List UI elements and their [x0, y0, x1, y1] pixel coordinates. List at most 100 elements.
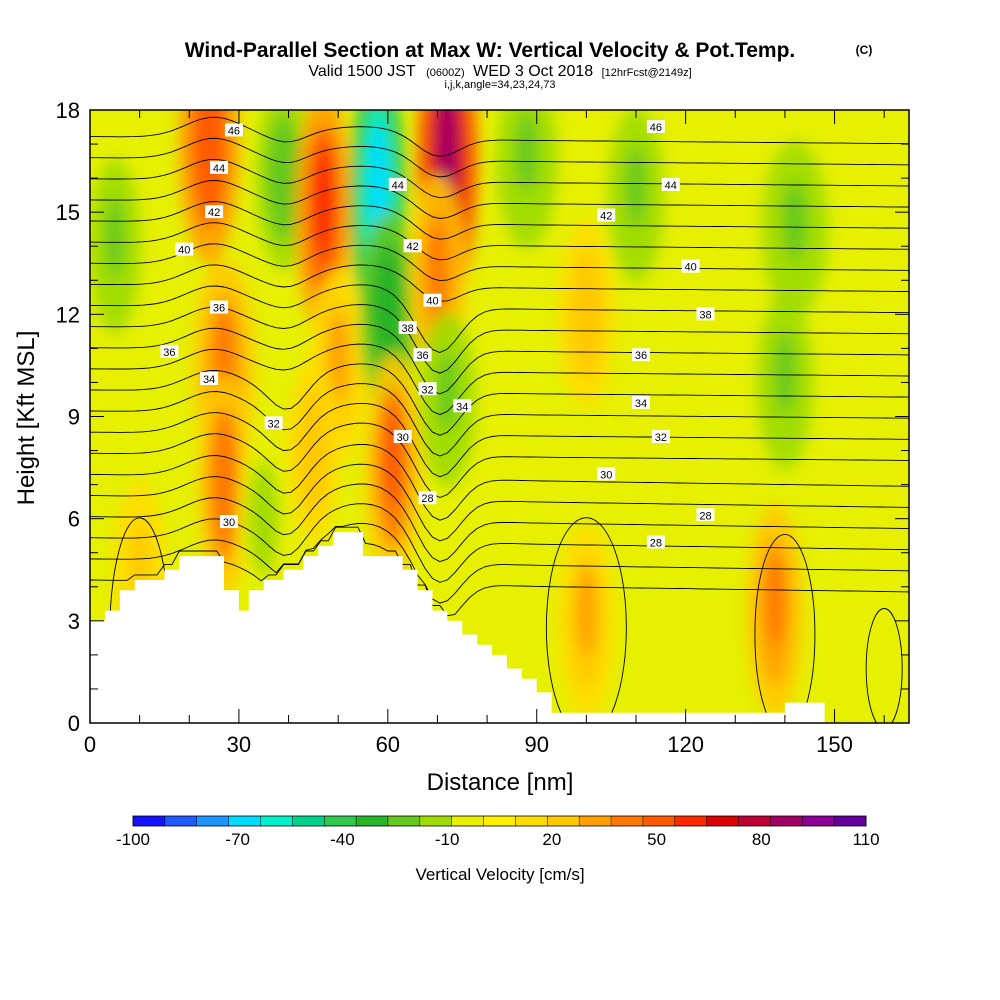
contour-label: 46	[646, 120, 665, 134]
contour-label: 40	[681, 259, 700, 274]
velocity-feature-core	[576, 567, 597, 655]
contour-label-text: 30	[397, 432, 409, 444]
theta-contour-line	[90, 444, 909, 521]
contour-label-text: 36	[213, 303, 225, 315]
theta-contour-loop	[865, 608, 903, 723]
colorbar-swatch	[547, 816, 580, 826]
colorbar-swatch	[260, 816, 293, 826]
velocity-field	[90, 110, 829, 718]
colorbar-swatch	[228, 816, 261, 826]
contour-label-bg	[661, 177, 680, 191]
colorbar-tick-label: 20	[542, 830, 561, 849]
contour-label-text: 36	[163, 347, 175, 359]
contour-label: 38	[696, 307, 715, 321]
contour-label-bg	[453, 399, 472, 413]
theta-contour-line	[90, 243, 909, 282]
contour-label-text: 28	[699, 510, 711, 522]
contour-label-text: 30	[600, 469, 612, 481]
contour-label-text: 30	[223, 517, 235, 529]
contour-label-bg	[175, 242, 194, 256]
y-tick-label: 15	[56, 200, 80, 225]
theta-contour-line	[90, 343, 909, 416]
contour-label-text: 42	[600, 211, 612, 223]
contour-label-text: 34	[456, 401, 468, 413]
y-tick-label: 12	[56, 302, 80, 327]
contour-label-text: 34	[203, 374, 215, 386]
contour-label: 42	[403, 239, 422, 253]
colorbar-swatch	[196, 816, 230, 826]
contour-labels: 46 44 42 40 36 36 34 32 30 44 42 40 38 36 32 34 30 28 46 44…	[160, 120, 715, 550]
contour-label-text: 36	[416, 350, 428, 362]
theta-contour-line	[90, 137, 909, 178]
theta-contour-line	[90, 116, 909, 157]
colorbar-swatch	[834, 816, 867, 826]
contour-label-bg	[423, 293, 442, 307]
x-tick-label: 0	[84, 732, 96, 757]
contour-label-bg	[388, 177, 407, 191]
contour-label-bg	[219, 515, 238, 529]
contour-label-bg	[200, 372, 219, 386]
theta-contour-line	[90, 180, 909, 219]
contour-label-bg	[418, 491, 437, 505]
contour-label-text: 32	[655, 432, 667, 444]
y-tick-label: 6	[68, 507, 80, 532]
theta-contour-line	[90, 402, 909, 478]
theta-contour-line	[90, 523, 909, 604]
contour-label: 30	[393, 429, 412, 444]
terrain-mask	[90, 532, 825, 723]
colorbar-swatch	[387, 816, 421, 826]
contour-label: 44	[661, 177, 680, 192]
contour-label-text: 32	[421, 384, 433, 396]
contour-label-text: 44	[213, 163, 225, 175]
theta-contour-line	[90, 363, 909, 436]
velocity-feature-core	[626, 146, 646, 226]
colorbar-swatch	[738, 816, 771, 826]
velocity-feature-core	[516, 112, 538, 192]
y-axis-label: Height [Kft MSL]	[13, 331, 40, 506]
colorbar-swatch	[451, 816, 485, 826]
colorbar-label: Vertical Velocity [cm/s]	[415, 865, 584, 884]
colorbar-tick-label: 50	[647, 830, 666, 849]
contour-label-text: 44	[392, 180, 404, 192]
contour-label-text: 32	[268, 418, 280, 430]
contour-label-bg	[597, 467, 616, 481]
y-tick-label: 18	[56, 98, 80, 123]
y-tick-label: 9	[68, 405, 80, 430]
x-tick-label: 30	[227, 732, 251, 757]
contour-label-bg	[210, 300, 229, 314]
subtitle-date: WED 3 Oct 2018	[473, 63, 593, 80]
contour-label-text: 42	[407, 241, 419, 253]
theta-contours	[90, 116, 909, 723]
colorbar-tick-label: -40	[330, 830, 355, 849]
contour-label: 34	[453, 399, 472, 413]
contour-label-text: 40	[426, 296, 438, 308]
colorbar-tick-label: 110	[852, 830, 879, 849]
contour-label-bg	[646, 535, 665, 549]
contour-label: 32	[418, 382, 437, 396]
chart-subtitle: Valid 1500 JST (0600Z) WED 3 Oct 2018 [1…	[308, 63, 691, 80]
contour-label-text: 46	[650, 122, 662, 134]
colorbar-swatch	[419, 816, 453, 826]
contour-label-text: 28	[421, 493, 433, 505]
theta-contour-line	[90, 526, 909, 617]
contour-label-bg	[403, 239, 422, 253]
contour-label-bg	[696, 307, 715, 321]
x-tick-label: 60	[376, 732, 400, 757]
colorbar-tick-label: -70	[225, 830, 250, 849]
x-tick-label: 150	[816, 732, 853, 757]
colorbar-tick-label: 80	[752, 830, 771, 849]
colorbar-swatch	[164, 816, 198, 826]
theta-contour-loop	[754, 534, 816, 723]
colorbar-swatch	[579, 816, 612, 826]
contour-label-text: 36	[635, 350, 647, 362]
colorbar-swatch	[706, 816, 740, 826]
section-info: i,j,k,angle=34,23,24,73	[444, 79, 555, 91]
x-tick-label: 120	[667, 732, 704, 757]
contour-label: 28	[646, 535, 665, 550]
velocity-feature-core	[367, 121, 388, 242]
contour-label: 32	[651, 429, 670, 444]
theta-contour-line	[90, 383, 909, 457]
contour-label-text: 42	[208, 207, 220, 219]
velocity-feature-core	[273, 127, 294, 211]
